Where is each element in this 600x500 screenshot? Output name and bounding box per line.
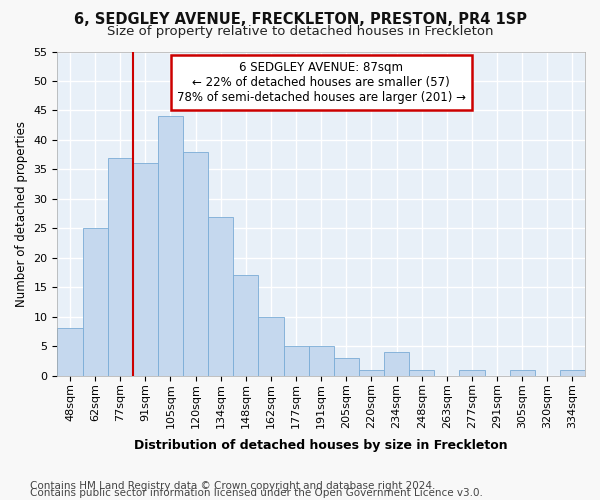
Bar — [259, 316, 284, 376]
Bar — [560, 370, 585, 376]
X-axis label: Distribution of detached houses by size in Freckleton: Distribution of detached houses by size … — [134, 440, 508, 452]
Bar — [133, 164, 158, 376]
Bar — [83, 228, 107, 376]
Bar — [107, 158, 133, 376]
Text: 6 SEDGLEY AVENUE: 87sqm
← 22% of detached houses are smaller (57)
78% of semi-de: 6 SEDGLEY AVENUE: 87sqm ← 22% of detache… — [177, 61, 466, 104]
Bar — [509, 370, 535, 376]
Bar — [233, 276, 259, 376]
Bar — [158, 116, 183, 376]
Text: Size of property relative to detached houses in Freckleton: Size of property relative to detached ho… — [107, 25, 493, 38]
Bar — [460, 370, 485, 376]
Bar — [384, 352, 409, 376]
Bar — [409, 370, 434, 376]
Bar — [359, 370, 384, 376]
Y-axis label: Number of detached properties: Number of detached properties — [15, 120, 28, 306]
Bar — [208, 216, 233, 376]
Bar — [334, 358, 359, 376]
Bar — [58, 328, 83, 376]
Text: Contains public sector information licensed under the Open Government Licence v3: Contains public sector information licen… — [30, 488, 483, 498]
Bar — [284, 346, 308, 376]
Bar — [308, 346, 334, 376]
Text: Contains HM Land Registry data © Crown copyright and database right 2024.: Contains HM Land Registry data © Crown c… — [30, 481, 436, 491]
Text: 6, SEDGLEY AVENUE, FRECKLETON, PRESTON, PR4 1SP: 6, SEDGLEY AVENUE, FRECKLETON, PRESTON, … — [74, 12, 527, 28]
Bar — [183, 152, 208, 376]
